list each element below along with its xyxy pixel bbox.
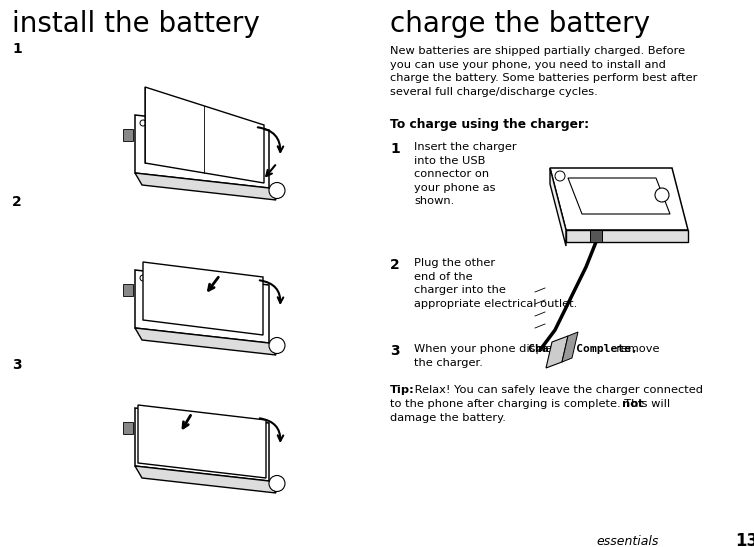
Text: 3: 3	[390, 344, 400, 358]
Text: Relax! You can safely leave the charger connected: Relax! You can safely leave the charger …	[411, 385, 703, 395]
Text: the charger.: the charger.	[414, 358, 483, 368]
Polygon shape	[546, 336, 568, 368]
Circle shape	[269, 337, 285, 353]
Text: 1: 1	[390, 142, 400, 156]
Text: essentials: essentials	[596, 535, 658, 547]
Text: Insert the charger
into the USB
connector on
your phone as
shown.: Insert the charger into the USB connecto…	[414, 142, 516, 206]
Circle shape	[269, 183, 285, 199]
Polygon shape	[135, 466, 276, 493]
Polygon shape	[123, 129, 133, 141]
Text: Plug the other
end of the
charger into the
appropriate electrical outlet.: Plug the other end of the charger into t…	[414, 258, 578, 309]
Text: Charge Complete,: Charge Complete,	[528, 344, 638, 354]
Polygon shape	[145, 87, 264, 183]
Text: 2: 2	[390, 258, 400, 272]
Circle shape	[555, 171, 565, 181]
Polygon shape	[550, 168, 688, 230]
Text: 13: 13	[735, 532, 754, 547]
Circle shape	[148, 415, 158, 425]
Polygon shape	[123, 284, 133, 296]
Text: Tip:: Tip:	[390, 385, 415, 395]
Polygon shape	[550, 168, 566, 246]
Text: 1: 1	[12, 42, 22, 56]
Polygon shape	[590, 230, 602, 242]
Polygon shape	[143, 262, 263, 335]
Circle shape	[140, 413, 146, 419]
Polygon shape	[138, 405, 266, 478]
Circle shape	[148, 122, 158, 132]
Text: remove: remove	[609, 344, 660, 354]
Text: not: not	[622, 399, 643, 409]
Text: damage the battery.: damage the battery.	[390, 413, 506, 423]
Polygon shape	[135, 328, 276, 355]
Polygon shape	[135, 408, 269, 481]
Circle shape	[269, 475, 285, 492]
Text: 2: 2	[12, 195, 22, 209]
Polygon shape	[562, 332, 578, 362]
Text: New batteries are shipped partially charged. Before
you can use your phone, you : New batteries are shipped partially char…	[390, 46, 697, 97]
Polygon shape	[135, 270, 269, 343]
Circle shape	[655, 188, 669, 202]
Circle shape	[140, 120, 146, 126]
Polygon shape	[566, 230, 688, 242]
Polygon shape	[135, 173, 276, 200]
Polygon shape	[135, 115, 269, 188]
Text: To charge using the charger:: To charge using the charger:	[390, 118, 589, 131]
Polygon shape	[568, 178, 670, 214]
Polygon shape	[123, 422, 133, 434]
Circle shape	[140, 275, 146, 281]
Circle shape	[148, 277, 158, 287]
Text: When your phone displays: When your phone displays	[414, 344, 569, 354]
Text: install the battery: install the battery	[12, 10, 259, 38]
Text: 3: 3	[12, 358, 22, 372]
Text: charge the battery: charge the battery	[390, 10, 650, 38]
Text: to the phone after charging is complete. This will: to the phone after charging is complete.…	[390, 399, 674, 409]
